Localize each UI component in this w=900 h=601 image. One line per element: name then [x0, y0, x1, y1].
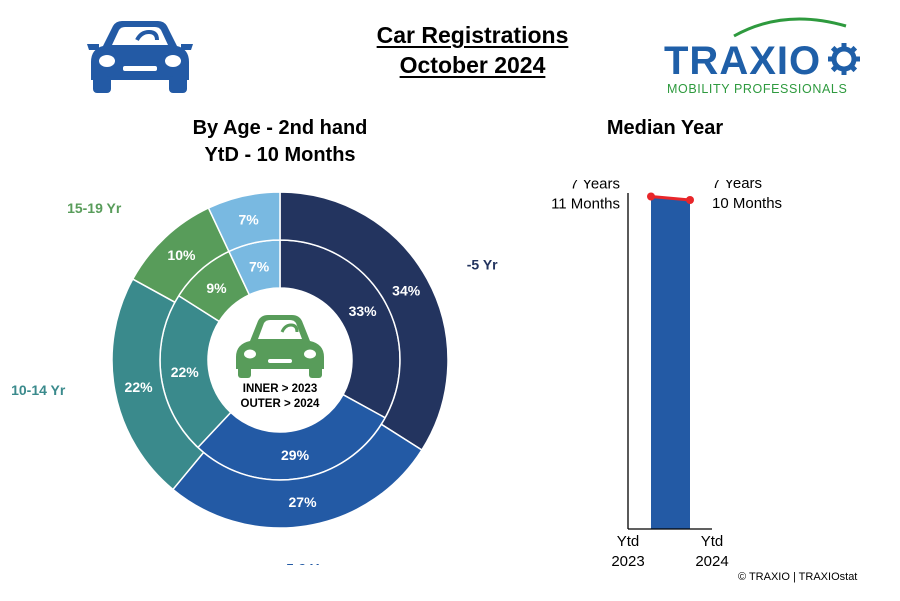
inner-value-label: 33%: [349, 303, 378, 319]
inner-value-label: 9%: [206, 280, 227, 296]
inner-value-label: 7%: [249, 258, 270, 274]
category-label-20-yr: +20 Yr: [165, 165, 208, 166]
median-value-label-1: 11 Months: [551, 196, 620, 213]
center-car-icon: [236, 315, 324, 378]
median-bar: [651, 196, 690, 529]
traxio-logo: TRAXIO MOBILITY PROFESSIONALS: [664, 17, 860, 96]
car-icon: [87, 21, 193, 93]
median-value-label-1: 7 Years: [570, 180, 620, 193]
median-title: Median Year: [606, 117, 724, 139]
logo-tagline: MOBILITY PROFESSIONALS: [667, 82, 847, 96]
median-value-label-2: 7 Years: [712, 180, 762, 192]
median-point-1: [647, 192, 655, 201]
median-point-2: [686, 196, 694, 204]
copyright-text: © TRAXIO | TRAXIOstat: [738, 571, 858, 583]
donut-title-line-2: YtD - 10 Months: [204, 144, 356, 166]
title-line-1: Car Registrations: [376, 22, 569, 48]
category-label-5-yr: -5 Yr: [467, 256, 498, 272]
inner-value-label: 22%: [171, 364, 200, 380]
median-category-label-1: 2023: [611, 553, 644, 570]
median-value-label-2: 10 Months: [712, 195, 782, 212]
logo-text: TRAXIO: [664, 39, 821, 83]
donut-title: By Age - 2nd hand YtD - 10 Months: [130, 115, 430, 169]
median-category-label-1: Ytd: [617, 533, 640, 550]
gear-icon: [828, 43, 860, 75]
median-category-label-2: 2024: [695, 553, 728, 570]
category-label-15-19-yr: 15-19 Yr: [67, 200, 122, 216]
outer-value-label: 10%: [167, 247, 196, 263]
outer-value-label: 7%: [238, 211, 259, 227]
donut-title-line-1: By Age - 2nd hand: [192, 117, 368, 139]
category-label-10-14-yr: 10-14 Yr: [11, 382, 66, 398]
center-label-outer: OUTER > 2024: [241, 398, 321, 410]
outer-slice-5-yr: [279, 191, 449, 452]
title-line-2: October 2024: [399, 52, 546, 78]
outer-value-label: 34%: [392, 283, 421, 299]
outer-slice-20-yr: [207, 191, 281, 253]
category-label-5-9-yr: 5-9 Yr: [286, 561, 325, 565]
page-title: Car Registrations October 2024: [300, 20, 645, 80]
median-bar-chart: 7 Years 11 Months 7 Years 10 Months Ytd 2023 Y…: [551, 180, 782, 570]
donut-chart: 33% 29% 22% 9% 7% 34% 27% 22% 10% 7% -5 Yr 5-9 Yr 10…: [11, 165, 498, 565]
median-category-label-2: Ytd: [701, 533, 724, 550]
inner-value-label: 29%: [281, 447, 310, 463]
center-label-inner: INNER > 2023: [243, 383, 317, 395]
outer-value-label: 22%: [125, 379, 154, 395]
outer-value-label: 27%: [289, 494, 318, 510]
donut-center: INNER > 2023 OUTER > 2024: [236, 315, 324, 410]
median-trend-line: [650, 195, 691, 202]
